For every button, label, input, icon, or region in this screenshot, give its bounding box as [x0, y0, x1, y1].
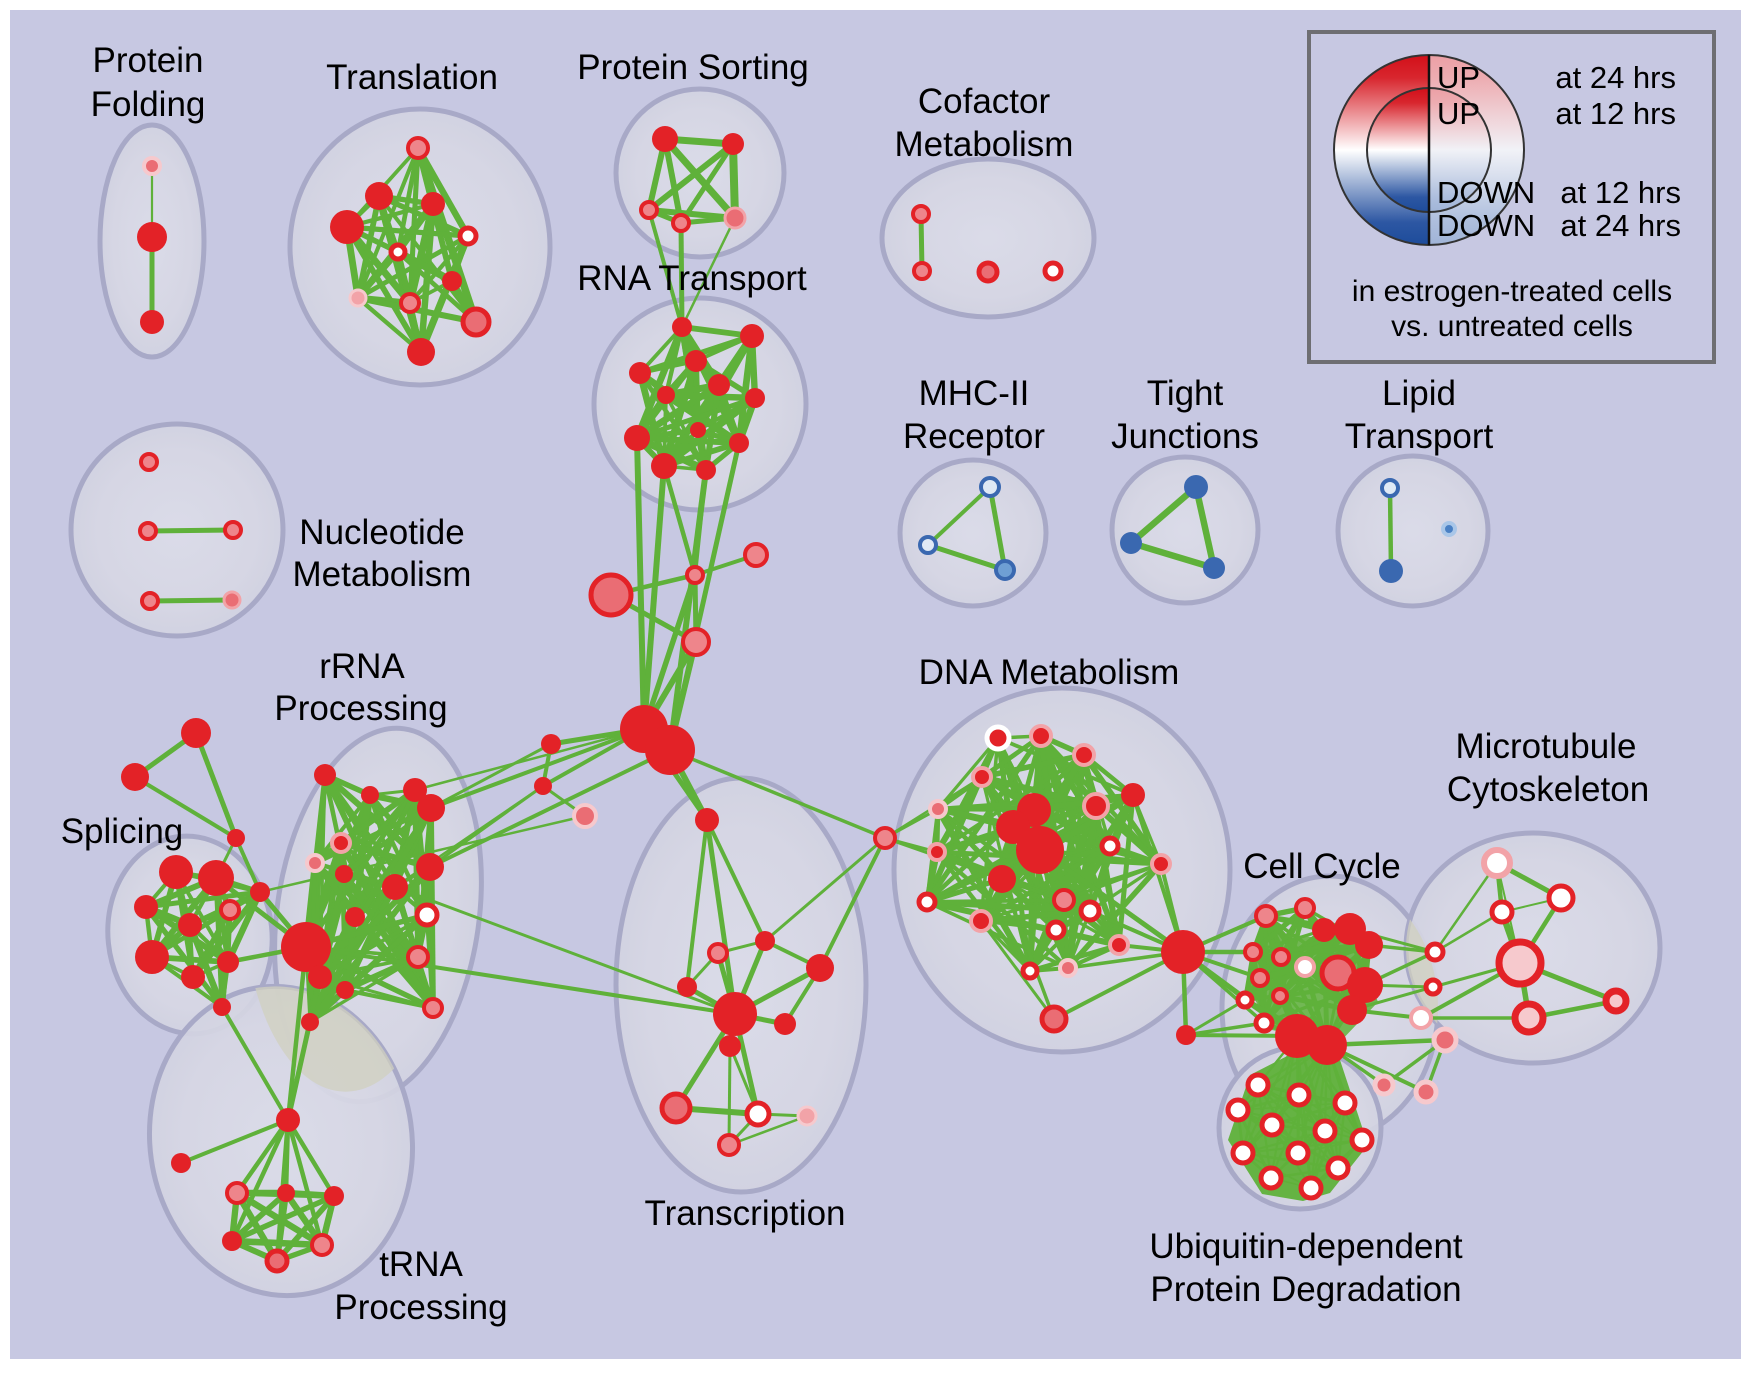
svg-text:Translation: Translation [326, 58, 498, 97]
svg-text:DNA Metabolism: DNA Metabolism [919, 653, 1180, 692]
svg-text:UP: UP [1437, 60, 1480, 95]
svg-text:Ubiquitin-dependent: Ubiquitin-dependent [1149, 1227, 1463, 1266]
svg-text:Processing: Processing [334, 1288, 507, 1327]
svg-text:rRNA: rRNA [319, 647, 405, 686]
svg-text:Protein Degradation: Protein Degradation [1150, 1270, 1461, 1309]
svg-text:MHC-II: MHC-II [919, 374, 1030, 413]
svg-text:Cell Cycle: Cell Cycle [1243, 847, 1401, 886]
svg-text:Processing: Processing [274, 689, 447, 728]
svg-text:at 12 hrs: at 12 hrs [1560, 175, 1681, 210]
svg-text:DOWN: DOWN [1437, 208, 1535, 243]
svg-text:UP: UP [1437, 96, 1480, 131]
svg-text:DOWN: DOWN [1437, 175, 1535, 210]
svg-text:at 12 hrs: at 12 hrs [1555, 96, 1676, 131]
svg-text:Splicing: Splicing [61, 812, 184, 851]
svg-text:Protein: Protein [93, 41, 204, 80]
svg-text:in estrogen-treated cells: in estrogen-treated cells [1352, 275, 1672, 308]
svg-text:Nucleotide: Nucleotide [299, 513, 464, 552]
svg-text:Folding: Folding [91, 85, 206, 124]
svg-text:at 24 hrs: at 24 hrs [1555, 60, 1676, 95]
svg-text:Protein Sorting: Protein Sorting [577, 48, 809, 87]
svg-text:Junctions: Junctions [1111, 417, 1259, 456]
svg-text:at 24 hrs: at 24 hrs [1560, 208, 1681, 243]
svg-text:Metabolism: Metabolism [895, 125, 1074, 164]
svg-text:RNA Transport: RNA Transport [577, 259, 807, 298]
svg-text:Transcription: Transcription [645, 1194, 846, 1233]
svg-text:Lipid: Lipid [1382, 374, 1456, 413]
svg-text:Metabolism: Metabolism [293, 555, 472, 594]
svg-text:Tight: Tight [1147, 374, 1224, 413]
svg-text:tRNA: tRNA [379, 1245, 463, 1284]
svg-text:Receptor: Receptor [903, 417, 1045, 456]
svg-text:Cytoskeleton: Cytoskeleton [1447, 770, 1649, 809]
svg-text:vs. untreated cells: vs. untreated cells [1391, 310, 1633, 343]
svg-text:Microtubule: Microtubule [1456, 727, 1637, 766]
svg-text:Transport: Transport [1345, 417, 1494, 456]
svg-text:Cofactor: Cofactor [918, 82, 1051, 121]
